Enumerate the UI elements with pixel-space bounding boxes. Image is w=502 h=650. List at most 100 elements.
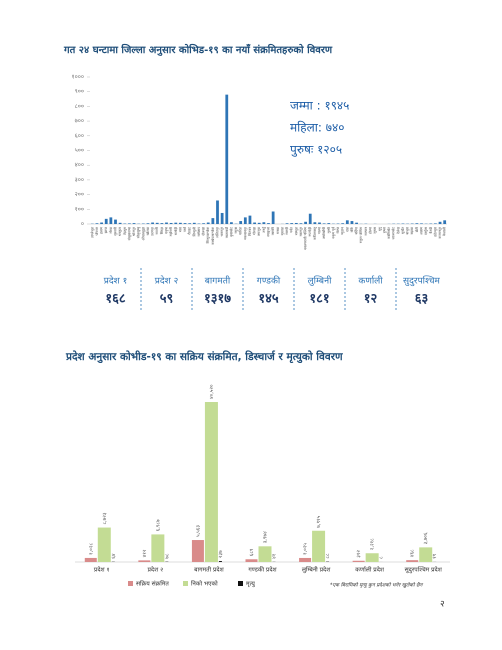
annotation: जम्मा : १९४५ <box>290 99 349 113</box>
value-label: ८८ <box>325 553 331 559</box>
x-tick-label: बाँके <box>349 227 354 233</box>
x-tick-label: रुपन्देही <box>307 227 312 237</box>
x-tick-label: बाजुरा <box>406 227 410 235</box>
bar <box>443 220 447 224</box>
bar <box>248 215 252 224</box>
x-tick-label: सप्तरी <box>154 227 159 235</box>
legend-label: निको भएको <box>191 580 218 588</box>
x-tick-label: रोल्पा <box>335 227 340 234</box>
x-tick-label: धादिङ <box>238 226 243 235</box>
x-tick-label: अर्घाखाँची <box>321 227 326 239</box>
value-label: ४६८ <box>410 549 416 557</box>
x-tick-label: कैलाली <box>442 227 447 236</box>
province-total: १८१ <box>309 292 329 307</box>
value-label: ५,५६३ <box>195 525 201 537</box>
bar <box>415 223 419 224</box>
bar <box>243 217 247 224</box>
bar <box>267 223 270 224</box>
bar <box>211 218 215 224</box>
x-tick-label: लुम्बिनी प्रदेश <box>302 566 331 574</box>
bar <box>345 220 349 224</box>
bar <box>165 222 168 224</box>
footnote: *एक बिरामिको मृत्यु कुन प्रदेशको भनेर खु… <box>330 582 424 589</box>
page-number: २ <box>440 600 445 610</box>
x-tick-label: पर्सा <box>182 226 187 232</box>
x-tick-label: मुस्ताङ <box>280 226 284 235</box>
bar <box>257 222 261 224</box>
y-tick-label: १००० <box>72 74 84 81</box>
value-label: ४१२ <box>142 549 148 557</box>
bar <box>204 402 218 562</box>
x-tick-label: अछाम <box>420 226 424 235</box>
x-tick-label: डडेल्धुरा <box>432 227 437 238</box>
province-total: १३१७ <box>204 292 231 307</box>
x-tick-label: बारा <box>178 227 182 232</box>
x-tick-label: नवलपुर <box>299 226 303 236</box>
chart-title: प्रदेश अनुसार कोभीड-१९ का सक्रिय संक्रमि… <box>65 350 343 364</box>
bar <box>160 223 164 224</box>
bar <box>352 560 365 562</box>
x-tick-label: सुर्खेत <box>400 227 405 234</box>
y-tick-label: ८०० <box>75 103 84 110</box>
bar <box>271 211 275 224</box>
x-tick-label: पाँचथर <box>94 226 99 235</box>
x-tick-label: बर्दिया <box>354 227 359 235</box>
x-tick-label: सिन्धुपाल्चोक <box>205 227 210 244</box>
value-label: ८ <box>379 556 385 559</box>
bar <box>327 223 331 224</box>
bar <box>192 222 196 224</box>
y-tick-label: ० <box>81 221 84 228</box>
value-label: ३,९७४ <box>263 531 269 543</box>
bar <box>84 557 97 562</box>
x-tick-label: महोत्तरी <box>168 227 173 236</box>
x-tick-label: भक्तपुर <box>220 226 224 236</box>
x-tick-label: तेह्रथुम <box>122 226 127 235</box>
y-tick-label: ४०० <box>75 162 84 169</box>
x-tick-label: प्युठान <box>341 227 345 235</box>
y-tick-label: २०० <box>75 191 84 198</box>
x-tick-label: रुकुम पूर्व <box>330 226 335 239</box>
province-name: लुम्बिनी <box>308 275 332 287</box>
bar <box>341 223 345 224</box>
bar <box>202 223 205 224</box>
x-tick-label: मुगु <box>378 226 382 231</box>
y-tick-label: ६०० <box>75 132 84 139</box>
bar <box>179 222 182 224</box>
x-tick-label: खोटाङ <box>145 226 150 235</box>
bar <box>299 223 303 224</box>
x-tick-label: सुनसरी <box>113 227 118 236</box>
bar <box>100 222 103 224</box>
x-tick-label: नवलपरासी पश्चिम <box>303 226 308 250</box>
x-tick-label: नुवाकोट <box>228 227 233 237</box>
bar <box>218 561 222 562</box>
province-name: बागमती <box>205 275 231 287</box>
bar <box>183 223 187 224</box>
bar <box>239 221 243 224</box>
bar <box>169 222 173 224</box>
province-total: ६३ <box>415 292 429 307</box>
x-tick-label: रसुवा <box>234 227 238 234</box>
x-tick-label: कपिलवस्तु <box>312 226 317 240</box>
chart-title: गत २४ घन्टामा जिल्ला अनुसार कोभिड-१९ का … <box>63 43 333 56</box>
x-tick-label: जाजरकोट <box>391 227 396 240</box>
x-tick-label: ओखलढुङ्गा <box>140 227 145 241</box>
x-tick-label: सर्लाही <box>173 227 178 235</box>
x-tick-label: मोरङ <box>108 226 113 233</box>
bar <box>151 222 154 224</box>
annotation: महिला: ७४० <box>290 121 344 135</box>
x-tick-label: म्याग्दी <box>284 227 289 235</box>
x-tick-label: गुल्मी <box>326 227 331 234</box>
bar <box>299 557 312 562</box>
province-name: सुदुरपश्चिम <box>403 275 441 287</box>
bar <box>290 223 294 224</box>
bar <box>419 547 433 562</box>
x-tick-label: ताप्लेजुङ <box>89 226 94 238</box>
bar <box>434 223 437 224</box>
value-label: २,२१८ <box>370 538 376 550</box>
x-tick-label: रौतहट <box>187 227 192 235</box>
bar <box>225 94 229 224</box>
x-tick-label: काभ्रेपलान्चोक <box>210 227 215 245</box>
value-label: ४०,५२० <box>209 384 215 399</box>
bar <box>118 222 122 224</box>
bar <box>350 221 354 224</box>
